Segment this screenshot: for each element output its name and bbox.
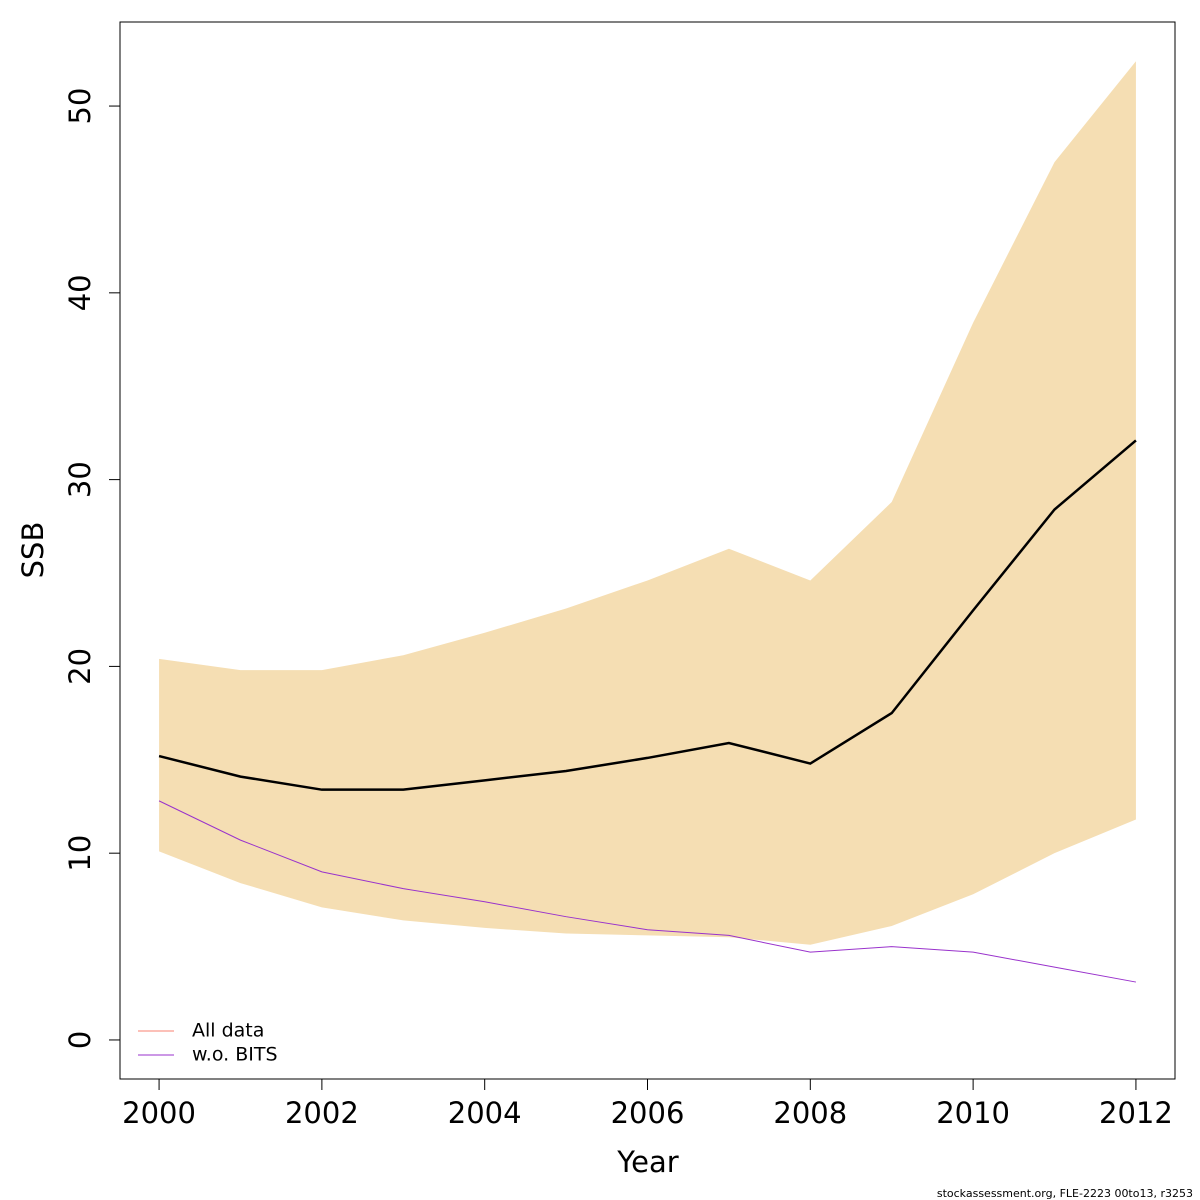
- y-tick-label: 40: [63, 274, 97, 311]
- x-tick-label: 2000: [122, 1096, 196, 1130]
- y-tick-label: 30: [63, 461, 97, 498]
- x-tick-label: 2012: [1099, 1096, 1173, 1130]
- confidence-band: [159, 61, 1136, 945]
- y-tick-label: 0: [63, 1031, 97, 1049]
- y-tick-label: 10: [63, 835, 97, 872]
- x-tick-label: 2006: [611, 1096, 685, 1130]
- legend-label: All data: [192, 1020, 264, 1042]
- x-tick-label: 2002: [285, 1096, 359, 1130]
- series-line: [158, 439, 1137, 791]
- footer: stockassessment.org, FLE-2223 00to13, r3…: [937, 1187, 1193, 1200]
- series-line: [158, 800, 1137, 983]
- x-axis-label: Year: [616, 1145, 678, 1179]
- y-axis-label: SSB: [16, 522, 50, 579]
- x-tick-label: 2004: [448, 1096, 522, 1130]
- y-tick-label: 20: [63, 648, 97, 685]
- y-tick-label: 50: [63, 88, 97, 125]
- x-tick-label: 2010: [936, 1096, 1010, 1130]
- x-tick-label: 2008: [773, 1096, 847, 1130]
- legend-label: w.o. BITS: [192, 1044, 278, 1066]
